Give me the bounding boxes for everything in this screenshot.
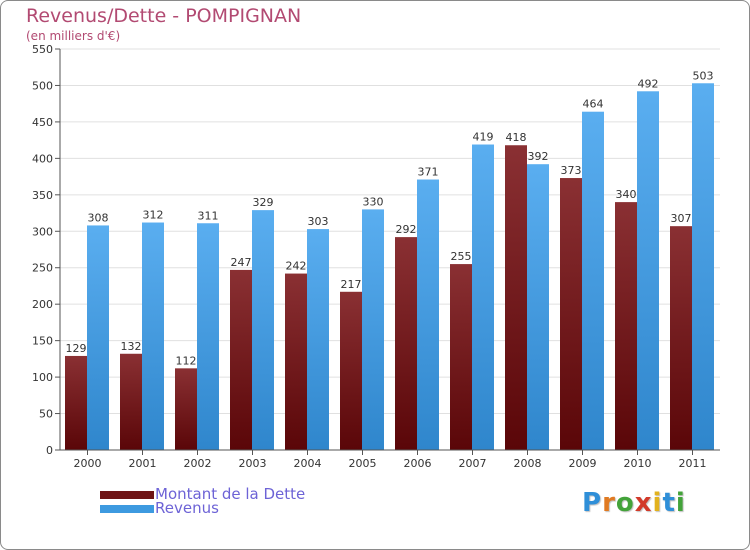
bar-dette (670, 226, 692, 450)
data-label-revenus: 311 (198, 209, 219, 222)
y-tick-label: 550 (32, 43, 53, 56)
legend-swatch-revenus (100, 505, 154, 513)
bar-revenus (472, 144, 494, 450)
bar-dette (230, 269, 252, 450)
bar-dette (505, 145, 527, 451)
x-tick-label: 2000 (74, 457, 102, 470)
bar-dette (450, 264, 472, 450)
bar-dette (395, 237, 417, 450)
y-tick-label: 250 (32, 262, 53, 275)
data-label-revenus: 464 (583, 98, 604, 111)
data-label-dette: 418 (506, 131, 527, 144)
bar-dette (560, 178, 582, 451)
y-tick-label: 300 (32, 225, 53, 238)
y-tick-label: 500 (32, 79, 53, 92)
bar-revenus (527, 164, 549, 451)
data-label-dette: 129 (66, 342, 87, 355)
x-tick-label: 2010 (624, 457, 652, 470)
bar-revenus (87, 225, 109, 450)
legend-label-dette: Montant de la Dette (155, 485, 306, 503)
bar-revenus (142, 222, 164, 450)
data-label-revenus: 392 (528, 150, 549, 163)
y-tick-label: 350 (32, 189, 53, 202)
x-tick-label: 2005 (349, 457, 377, 470)
data-label-dette: 242 (286, 260, 307, 273)
bar-revenus (417, 179, 439, 451)
data-label-dette: 307 (671, 212, 692, 225)
bar-dette (340, 291, 362, 450)
x-tick-label: 2007 (459, 457, 487, 470)
x-tick-label: 2006 (404, 457, 432, 470)
bar-revenus (307, 229, 329, 450)
data-label-dette: 217 (341, 278, 362, 291)
data-label-revenus: 330 (363, 195, 384, 208)
data-label-revenus: 503 (693, 69, 714, 82)
x-tick-label: 2004 (294, 457, 322, 470)
data-label-dette: 112 (176, 354, 197, 367)
bar-revenus (252, 210, 274, 450)
bar-revenus (362, 209, 384, 450)
data-label-dette: 340 (616, 188, 637, 201)
data-label-dette: 132 (121, 340, 142, 353)
data-label-revenus: 308 (88, 211, 109, 224)
y-tick-label: 400 (32, 152, 53, 165)
bar-revenus (582, 111, 604, 451)
data-label-revenus: 371 (418, 166, 439, 179)
data-label-dette: 292 (396, 223, 417, 236)
data-label-revenus: 419 (473, 131, 494, 144)
y-tick-label: 50 (39, 408, 53, 421)
bar-dette (120, 353, 142, 450)
bar-dette (65, 355, 87, 450)
bar-revenus (637, 91, 659, 451)
x-tick-label: 2011 (679, 457, 707, 470)
data-label-revenus: 492 (638, 77, 659, 90)
y-tick-label: 0 (46, 444, 53, 457)
data-label-revenus: 303 (308, 215, 329, 228)
x-tick-label: 2001 (129, 457, 157, 470)
legend-swatch-dette (100, 491, 154, 499)
data-label-dette: 255 (451, 250, 472, 263)
chart-title: Revenus/Dette - POMPIGNAN (26, 5, 302, 27)
bar-dette (175, 368, 197, 450)
data-label-revenus: 312 (143, 209, 164, 222)
y-tick-label: 450 (32, 116, 53, 129)
bar-dette (285, 273, 307, 450)
x-tick-label: 2002 (184, 457, 212, 470)
data-label-revenus: 329 (253, 196, 274, 209)
bar-dette (615, 202, 637, 450)
data-label-dette: 373 (561, 164, 582, 177)
x-tick-label: 2008 (514, 457, 542, 470)
x-tick-label: 2003 (239, 457, 267, 470)
bar-revenus (197, 223, 219, 450)
legend-label-revenus: Revenus (155, 499, 219, 517)
chart-subtitle: (en milliers d'€) (26, 29, 121, 43)
y-tick-label: 200 (32, 298, 53, 311)
x-tick-label: 2009 (569, 457, 597, 470)
y-tick-label: 150 (32, 335, 53, 348)
data-label-dette: 247 (231, 256, 252, 269)
bar-revenus (692, 83, 714, 450)
proxiti-logo: Proxiti (582, 488, 686, 518)
y-tick-label: 100 (32, 371, 53, 384)
